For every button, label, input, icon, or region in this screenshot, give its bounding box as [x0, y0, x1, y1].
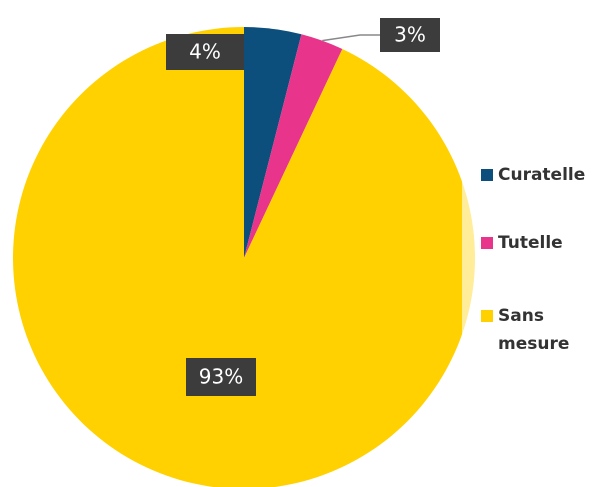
data-label: 4% — [189, 40, 221, 64]
leader-line — [322, 34, 380, 42]
legend-label: Tutelle — [498, 233, 563, 253]
label-box — [380, 18, 440, 52]
pie-slice — [13, 27, 475, 487]
legend: Curatelle Tutelle Sans mesure — [481, 165, 585, 354]
data-labels: 4% 3% 93% — [166, 18, 440, 396]
legend-label: Sans mesure — [498, 306, 569, 354]
legend-swatch — [481, 169, 493, 181]
legend-background — [462, 150, 608, 370]
data-label: 93% — [199, 365, 243, 389]
pie-slice — [244, 27, 302, 258]
label-box — [186, 358, 256, 396]
data-label: 3% — [394, 23, 426, 47]
legend-swatch — [481, 310, 493, 322]
label-box — [166, 34, 244, 70]
pie-slice — [244, 34, 343, 258]
pie — [13, 27, 475, 487]
legend-swatch — [481, 237, 493, 249]
legend-label: Curatelle — [498, 165, 585, 185]
